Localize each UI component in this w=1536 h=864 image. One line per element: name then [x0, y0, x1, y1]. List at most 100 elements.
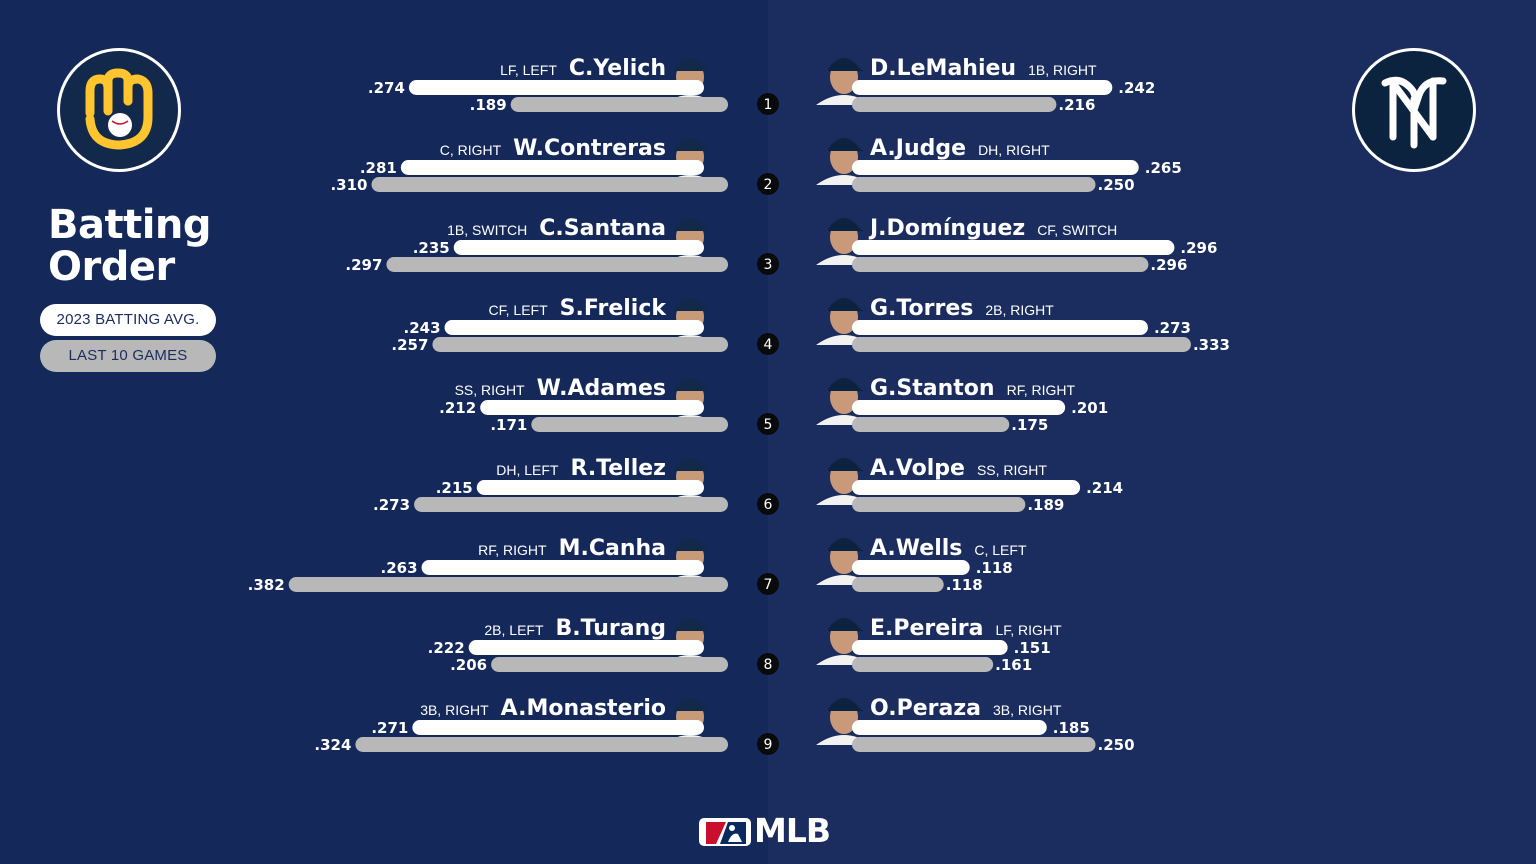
- last10-bar-avolpe: [852, 497, 1026, 512]
- order-badge-2: [757, 173, 779, 195]
- player-position-cyelich: LF, LEFT: [500, 62, 557, 78]
- last10-value-bturang: .206: [450, 656, 487, 674]
- player-position-ajudge: DH, RIGHT: [978, 142, 1050, 158]
- last10-bar-awells: [852, 577, 944, 592]
- brewers-logo-icon: [57, 48, 181, 172]
- last10-bar-wadames: [531, 417, 728, 432]
- last10-bar-jdomnguez: [852, 257, 1149, 272]
- last10-bar-gstanton: [852, 417, 1010, 432]
- season-bar-dlemahieu: [852, 80, 1113, 95]
- last10-bar-mcanha: [288, 577, 728, 592]
- last10-bar-epereira: [852, 657, 994, 672]
- last10-value-wcontreras: .310: [330, 176, 367, 194]
- season-bar-wcontreras: [400, 160, 704, 175]
- order-number-6: 6: [764, 497, 773, 513]
- order-number-4: 4: [764, 337, 773, 353]
- last10-value-avolpe: .189: [1027, 496, 1064, 514]
- season-bar-epereira: [852, 640, 1008, 655]
- season-bar-amonasterio: [412, 720, 704, 735]
- order-badge-1: [757, 93, 779, 115]
- season-bar-bturang: [468, 640, 704, 655]
- player-name-epereira: E.Pereira: [870, 616, 983, 641]
- title-line-1: Batting: [48, 202, 212, 248]
- season-value-gstanton: .201: [1071, 399, 1108, 417]
- season-bar-gstanton: [852, 400, 1066, 415]
- order-badge-9: [757, 733, 779, 755]
- season-value-operaza: .185: [1053, 719, 1090, 737]
- player-position-amonasterio: 3B, RIGHT: [420, 702, 489, 718]
- yankees-logo-icon: [1352, 48, 1476, 172]
- player-name-operaza: O.Peraza: [870, 696, 981, 721]
- season-value-mcanha: .263: [381, 559, 418, 577]
- player-position-wcontreras: C, RIGHT: [440, 142, 502, 158]
- season-value-bturang: .222: [428, 639, 465, 657]
- last10-bar-operaza: [852, 737, 1096, 752]
- season-bar-awells: [852, 560, 970, 575]
- season-value-awells: .118: [976, 559, 1013, 577]
- order-badge-6: [757, 493, 779, 515]
- player-position-sfrelick: CF, LEFT: [489, 302, 549, 318]
- order-number-2: 2: [764, 177, 773, 193]
- last10-value-awells: .118: [946, 576, 983, 594]
- season-value-cyelich: .274: [368, 79, 405, 97]
- order-badge-7: [757, 573, 779, 595]
- last10-value-rtellez: .273: [373, 496, 410, 514]
- player-position-rtellez: DH, LEFT: [496, 462, 559, 478]
- player-position-gtorres: 2B, RIGHT: [985, 302, 1054, 318]
- season-bar-operaza: [852, 720, 1047, 735]
- player-name-sfrelick: S.Frelick: [560, 296, 668, 321]
- season-bar-jdomnguez: [852, 240, 1175, 255]
- player-position-epereira: LF, RIGHT: [995, 622, 1062, 638]
- season-value-wcontreras: .281: [360, 159, 397, 177]
- player-name-csantana: C.Santana: [539, 216, 666, 241]
- season-value-rtellez: .215: [436, 479, 473, 497]
- last10-value-epereira: .161: [995, 656, 1032, 674]
- player-name-rtellez: R.Tellez: [570, 456, 666, 481]
- batting-order-chart: .274 .189 C.Yelich LF, LEFT 1 .281.310 W.Contr…: [248, 56, 1230, 755]
- player-position-operaza: 3B, RIGHT: [993, 702, 1062, 718]
- last10-bar-wcontreras: [371, 177, 728, 192]
- season-bar-cyelich: [408, 80, 704, 95]
- last10-bar-sfrelick: [432, 337, 728, 352]
- order-number-9: 9: [764, 737, 773, 753]
- last10-bar-gtorres: [852, 337, 1191, 352]
- season-value-csantana: .235: [413, 239, 450, 257]
- player-name-wcontreras: W.Contreras: [513, 136, 666, 161]
- player-position-csantana: 1B, SWITCH: [447, 222, 527, 238]
- season-value-wadames: .212: [439, 399, 476, 417]
- player-name-gstanton: G.Stanton: [870, 376, 995, 401]
- player-name-cyelich: C.Yelich: [569, 56, 666, 81]
- last10-bar-bturang: [491, 657, 728, 672]
- season-value-ajudge: .265: [1145, 159, 1182, 177]
- last10-value-mcanha: .382: [248, 576, 285, 594]
- season-value-gtorres: .273: [1154, 319, 1191, 337]
- last10-value-gstanton: .175: [1011, 416, 1048, 434]
- last10-value-operaza: .250: [1098, 736, 1135, 754]
- season-value-sfrelick: .243: [404, 319, 441, 337]
- order-badge-3: [757, 253, 779, 275]
- season-bar-sfrelick: [444, 320, 704, 335]
- season-bar-avolpe: [852, 480, 1081, 495]
- legend-last-10-games: LAST 10 GAMES: [40, 340, 216, 372]
- mlb-wordmark: MLB: [754, 811, 831, 850]
- season-value-dlemahieu: .242: [1118, 79, 1155, 97]
- order-number-7: 7: [764, 577, 773, 593]
- order-number-5: 5: [764, 417, 773, 433]
- last10-bar-ajudge: [852, 177, 1096, 192]
- player-name-ajudge: A.Judge: [870, 136, 966, 161]
- last10-value-jdomnguez: .296: [1150, 256, 1187, 274]
- last10-value-amonasterio: .324: [314, 736, 351, 754]
- season-value-amonasterio: .271: [371, 719, 408, 737]
- last10-value-sfrelick: .257: [391, 336, 428, 354]
- player-position-avolpe: SS, RIGHT: [977, 462, 1047, 478]
- season-bar-mcanha: [421, 560, 704, 575]
- last10-value-gtorres: .333: [1193, 336, 1230, 354]
- last10-bar-dlemahieu: [852, 97, 1057, 112]
- order-badge-5: [757, 413, 779, 435]
- order-number-1: 1: [764, 97, 773, 113]
- season-bar-wadames: [480, 400, 704, 415]
- season-bar-rtellez: [476, 480, 704, 495]
- order-number-3: 3: [764, 257, 773, 273]
- last10-bar-rtellez: [414, 497, 728, 512]
- season-value-avolpe: .214: [1086, 479, 1123, 497]
